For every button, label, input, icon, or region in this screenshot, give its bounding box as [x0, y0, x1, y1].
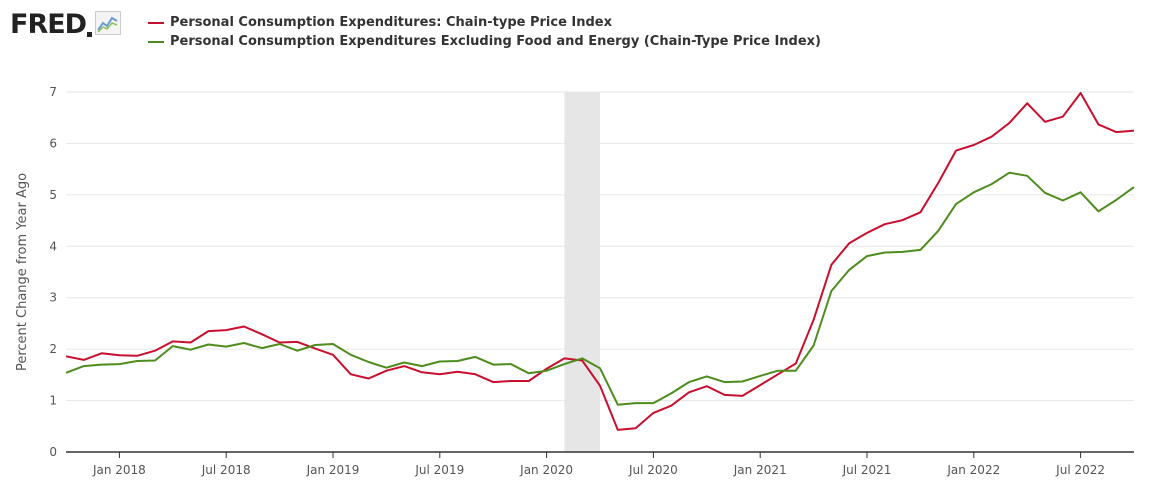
- x-tick-label: Jan 2020: [519, 463, 573, 477]
- chart-legend: Personal Consumption Expenditures: Chain…: [148, 13, 821, 51]
- y-tick-label: 2: [49, 342, 57, 356]
- legend-swatch-series-1: [148, 21, 164, 24]
- y-tick-label: 5: [49, 188, 57, 202]
- legend-item-series-1[interactable]: Personal Consumption Expenditures: Chain…: [148, 13, 821, 32]
- y-tick-label: 1: [49, 394, 57, 408]
- y-axis-title: Percent Change from Year Ago: [15, 173, 30, 371]
- y-tick-label: 3: [49, 291, 57, 305]
- x-tick-label: Jul 2019: [414, 463, 464, 477]
- x-tick-label: Jan 2022: [946, 463, 1000, 477]
- x-tick-label: Jan 2018: [92, 463, 146, 477]
- logo-text: FRED: [10, 9, 87, 40]
- y-tick-label: 4: [49, 239, 57, 253]
- y-tick-label: 7: [49, 85, 57, 99]
- logo-dot: [87, 31, 93, 37]
- x-tick-label: Jan 2021: [733, 463, 787, 477]
- chart-line-icon: [95, 10, 122, 40]
- legend-label-series-1: Personal Consumption Expenditures: Chain…: [170, 15, 613, 30]
- recession-band: [564, 92, 600, 452]
- x-tick-label: Jul 2020: [628, 463, 678, 477]
- legend-swatch-series-2: [148, 40, 164, 43]
- series-line-1[interactable]: [65, 92, 1135, 431]
- legend-item-series-2[interactable]: Personal Consumption Expenditures Exclud…: [148, 32, 821, 51]
- fred-logo: FRED: [10, 9, 122, 40]
- x-tick-label: Jul 2022: [1055, 463, 1105, 477]
- series-line-2[interactable]: [65, 171, 1135, 406]
- x-tick-label: Jul 2018: [201, 463, 251, 477]
- x-tick-label: Jan 2019: [306, 463, 360, 477]
- x-tick-label: Jul 2021: [842, 463, 892, 477]
- y-tick-label: 0: [49, 445, 57, 459]
- legend-label-series-2: Personal Consumption Expenditures Exclud…: [170, 34, 821, 49]
- y-tick-label: 6: [49, 136, 57, 150]
